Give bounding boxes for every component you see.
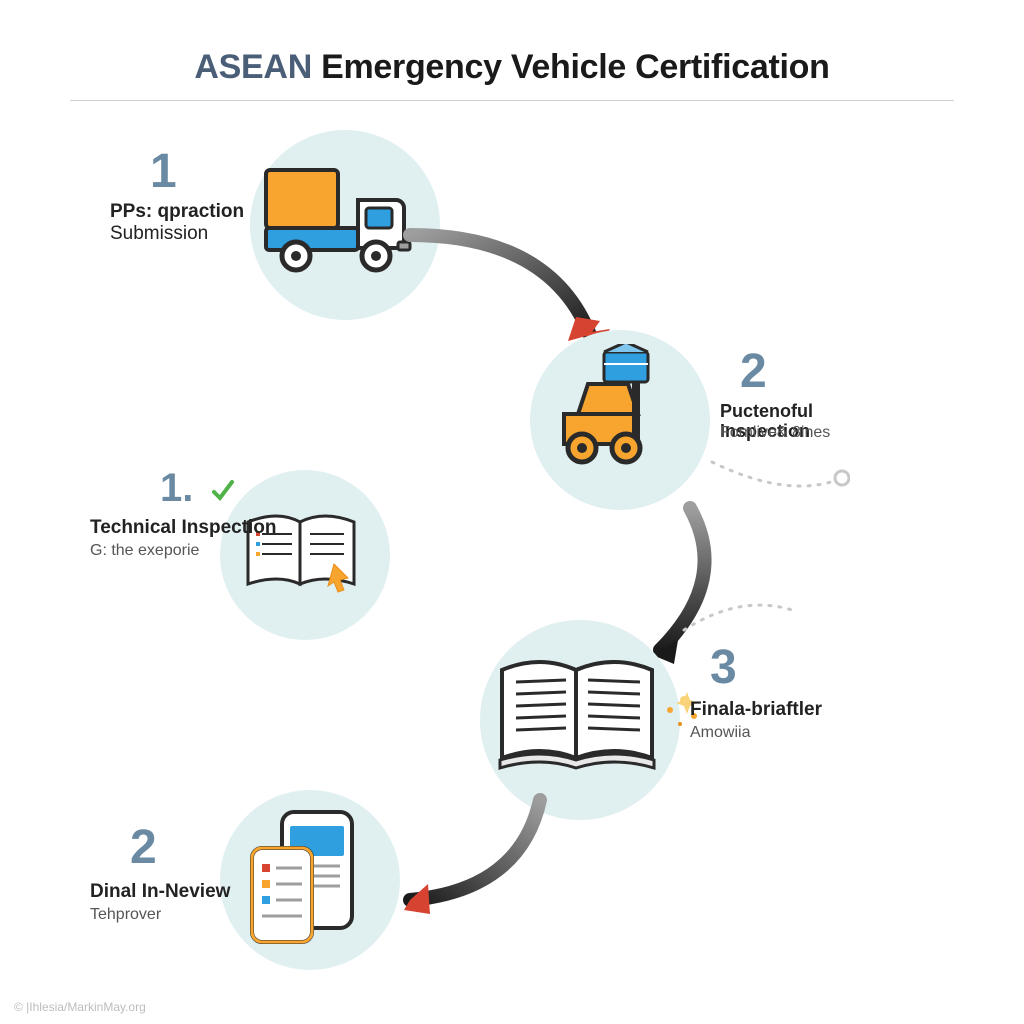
- open-book-icon: [490, 648, 670, 788]
- step-3-number: 1.: [160, 466, 193, 511]
- step-1-title-line2: Submission: [110, 224, 208, 245]
- step-4-number: 3: [710, 640, 737, 695]
- step-2-dotted-trail: [710, 460, 850, 500]
- step-2-number: 2: [740, 344, 767, 399]
- step-2-sub: Fornlive& 8ines: [720, 424, 830, 442]
- step-3-title: Technical Inspection: [90, 518, 277, 539]
- title-rest: Emergency Vehicle Certification: [312, 48, 830, 86]
- forklift-icon: [544, 344, 694, 474]
- step-3: 1. Technical Inspection G: the exeporie: [130, 470, 430, 670]
- devices-icon: [232, 804, 382, 954]
- step-5-title: Dinal In-Neview: [90, 882, 230, 903]
- title-accent-end: N: [288, 48, 312, 86]
- page-title: ASEAN Emergency Vehicle Certification: [0, 48, 1024, 87]
- check-icon: [210, 478, 236, 504]
- step-5: 2 Dinal In-Neview Tehprover: [140, 790, 440, 1000]
- step-4-title: Finala-briaftler: [690, 700, 822, 721]
- step-4-dotted-trail: [680, 590, 800, 640]
- footer-credit: © |Ihlesia/MarkinMay.org: [14, 1000, 146, 1014]
- step-1-number: 1: [150, 144, 177, 199]
- title-divider: [70, 100, 954, 101]
- step-5-sub: Tehprover: [90, 906, 161, 924]
- step-1-title-line1: PPs: qpraction: [110, 202, 244, 223]
- step-4-sub: Amowiia: [690, 724, 750, 742]
- title-accent: ASEA: [194, 48, 287, 86]
- step-3-sub: G: the exeporie: [90, 542, 199, 560]
- step-5-number: 2: [130, 820, 157, 875]
